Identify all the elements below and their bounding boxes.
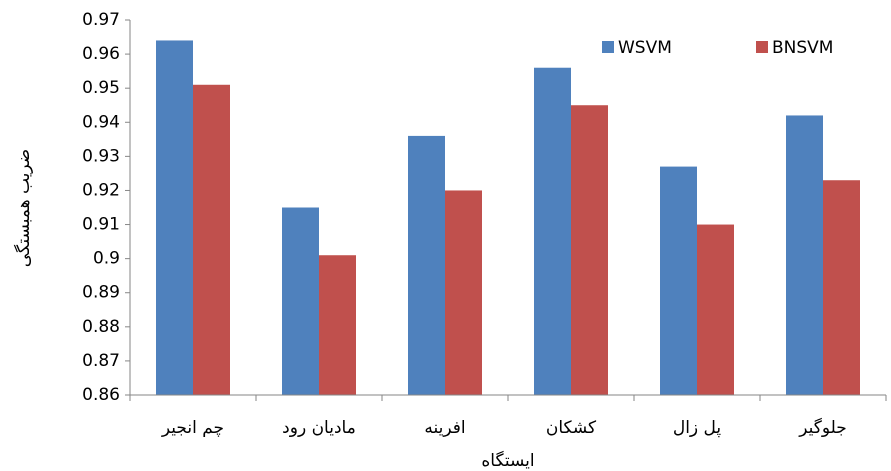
y-tick-label: 0.86 — [82, 385, 120, 405]
bar — [156, 40, 193, 396]
y-tick-label: 0.91 — [82, 215, 120, 235]
bar — [697, 224, 734, 395]
legend-swatch — [602, 41, 614, 53]
bar — [786, 115, 823, 396]
y-tick-label: 0.9 — [93, 249, 120, 269]
x-tick-label: کشکان — [546, 418, 597, 438]
y-tick-label: 0.97 — [82, 10, 120, 30]
x-tick-label: جلوگیر — [798, 417, 847, 438]
y-tick-label: 0.88 — [82, 317, 120, 337]
x-tick-label: افرینه — [424, 418, 465, 438]
x-tick-label: مادیان رود — [282, 418, 356, 438]
y-tick-label: 0.93 — [82, 146, 120, 166]
bar — [571, 105, 608, 396]
x-tick-label: پل زال — [673, 418, 722, 438]
bar — [823, 180, 860, 395]
bar — [408, 135, 445, 395]
legend-label: WSVM — [618, 38, 672, 58]
bar — [282, 207, 319, 395]
bar — [445, 190, 482, 395]
y-tick-label: 0.92 — [82, 180, 120, 200]
bar — [660, 166, 697, 395]
x-tick-label: چم انجیر — [161, 418, 224, 438]
y-tick-label: 0.96 — [82, 44, 120, 64]
y-axis-label: ضریب همبستگی — [13, 149, 34, 267]
bar — [193, 84, 230, 395]
y-tick-label: 0.94 — [82, 112, 120, 132]
bar — [534, 67, 571, 396]
legend-label: BNSVM — [772, 38, 833, 58]
bar — [319, 255, 356, 395]
y-tick-label: 0.95 — [82, 78, 120, 98]
x-axis-label: ایستگاه — [481, 450, 534, 471]
legend-swatch — [756, 41, 768, 53]
y-tick-label: 0.87 — [82, 351, 120, 371]
y-tick-label: 0.89 — [82, 283, 120, 303]
